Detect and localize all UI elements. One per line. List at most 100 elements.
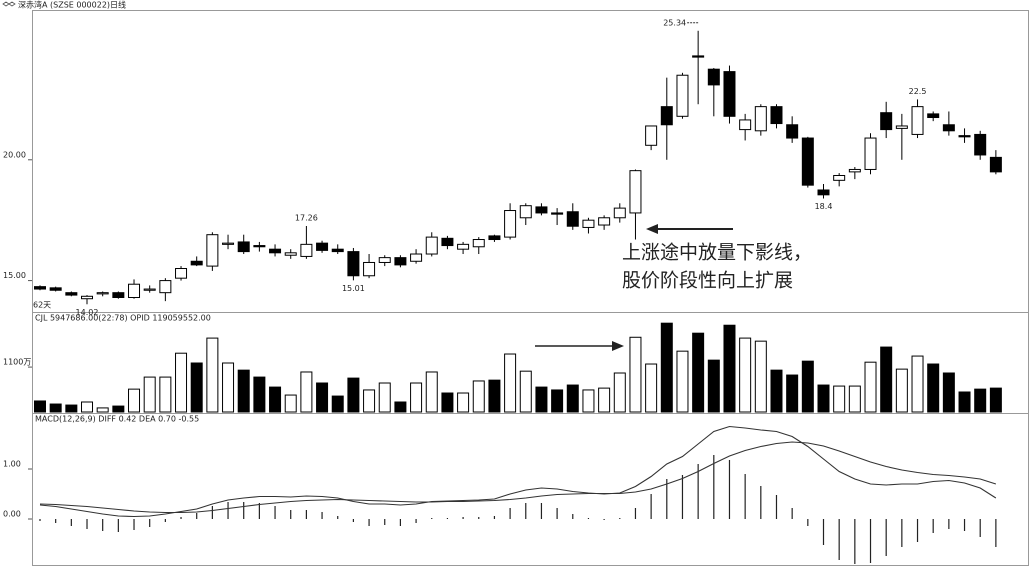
volume-bar (598, 387, 611, 413)
volume-bar (410, 382, 423, 413)
volume-bar (175, 352, 188, 413)
volume-bar (864, 361, 877, 413)
volume-bar (190, 362, 203, 413)
volume-bar (833, 385, 846, 413)
volume-bar (942, 372, 955, 413)
candle-body (927, 113, 940, 119)
candle-body (676, 74, 689, 117)
volume-bar (723, 324, 736, 413)
candle-body (363, 261, 376, 277)
volume-bar (817, 384, 830, 413)
volume-bar (112, 405, 125, 413)
volume-bar (206, 337, 219, 413)
candle-body (739, 119, 752, 131)
candle-body (269, 248, 282, 254)
volume-bar (488, 379, 501, 413)
candle-body (347, 251, 360, 277)
volume-bar (989, 387, 1002, 413)
volume-bar (660, 322, 673, 413)
volume-bar (472, 380, 485, 413)
candle-body (300, 243, 313, 257)
candle-body (65, 292, 78, 296)
volume-bar (801, 360, 814, 413)
volume-bar (770, 369, 783, 413)
volume-bar (363, 389, 376, 413)
volume-bar (582, 389, 595, 413)
candle-body (175, 268, 188, 279)
y-tick-label: 1.00 (3, 460, 21, 469)
volume-bar (49, 403, 62, 413)
volume-bar (457, 392, 470, 413)
candle-body (833, 174, 846, 181)
candle-body (864, 137, 877, 170)
candle-body (692, 55, 705, 58)
candle-body (958, 135, 971, 138)
macd-line (39, 441, 997, 514)
volume-bar (707, 359, 720, 413)
candle-body (629, 170, 642, 214)
y-tick-label: 1100万 (3, 358, 31, 367)
candle-body (112, 292, 125, 299)
candle-body (801, 137, 814, 186)
volume-bar (739, 337, 752, 413)
volume-bar (300, 371, 313, 413)
candle-body (582, 219, 595, 228)
candle-body (770, 106, 783, 125)
volume-bar (143, 376, 156, 413)
price-label: 15.01 (342, 284, 365, 293)
candle-body (660, 106, 673, 126)
candle-body (410, 253, 423, 262)
candle-body (613, 207, 626, 219)
candle-body (34, 286, 46, 290)
volume-bar (394, 401, 407, 413)
candle-body (237, 241, 250, 253)
volume-bar (927, 363, 940, 413)
volume-bar (269, 386, 282, 413)
candle-body (81, 295, 94, 300)
y-tick-label: 20.00 (3, 150, 26, 159)
volume-bar (911, 355, 924, 413)
candle-body (457, 243, 470, 250)
volume-bar (692, 332, 705, 413)
candle-body (488, 235, 501, 241)
candle-body (331, 248, 344, 253)
volume-bar (159, 376, 172, 413)
volume-bar (974, 388, 987, 413)
volume-bar (65, 404, 78, 413)
candle-body (817, 189, 830, 196)
candle-body (441, 237, 454, 247)
candle-body (551, 212, 564, 215)
volume-bar (613, 372, 626, 413)
volume-bar (316, 382, 329, 413)
price-label: 18.4 (815, 202, 833, 211)
volume-bar (81, 401, 94, 413)
candle-body (284, 252, 297, 256)
volume-bar (880, 346, 893, 413)
candle-body (754, 106, 767, 132)
candle-body (159, 280, 172, 294)
candle-body (598, 217, 611, 226)
volume-bar (34, 400, 46, 413)
candle-body (723, 71, 736, 117)
icon (2, 1, 16, 7)
volume-bar (848, 385, 861, 413)
chart-title: 深赤湾A (SZSE 000022)日线 (18, 0, 126, 10)
price-label: 17.26 (295, 213, 318, 222)
volume-bar (535, 386, 548, 413)
volume-bar (347, 377, 360, 413)
candle-body (472, 239, 485, 248)
price-label: 14.02 (76, 308, 99, 317)
volume-bar (441, 392, 454, 413)
volume-bar (519, 370, 532, 413)
volume-bar (253, 376, 266, 413)
volume-bar (284, 394, 297, 413)
arrowhead (646, 224, 658, 234)
candle-body (974, 133, 987, 156)
price-label: 25.34 (663, 18, 686, 27)
candle-body (425, 236, 438, 255)
volume-bar (128, 388, 141, 413)
annotation: 上涨途中放量下影线， (622, 242, 812, 264)
panel-title: CJL 5947686.00(22:78) OPID 119059552.00 (35, 314, 211, 323)
candle-body (848, 168, 861, 173)
